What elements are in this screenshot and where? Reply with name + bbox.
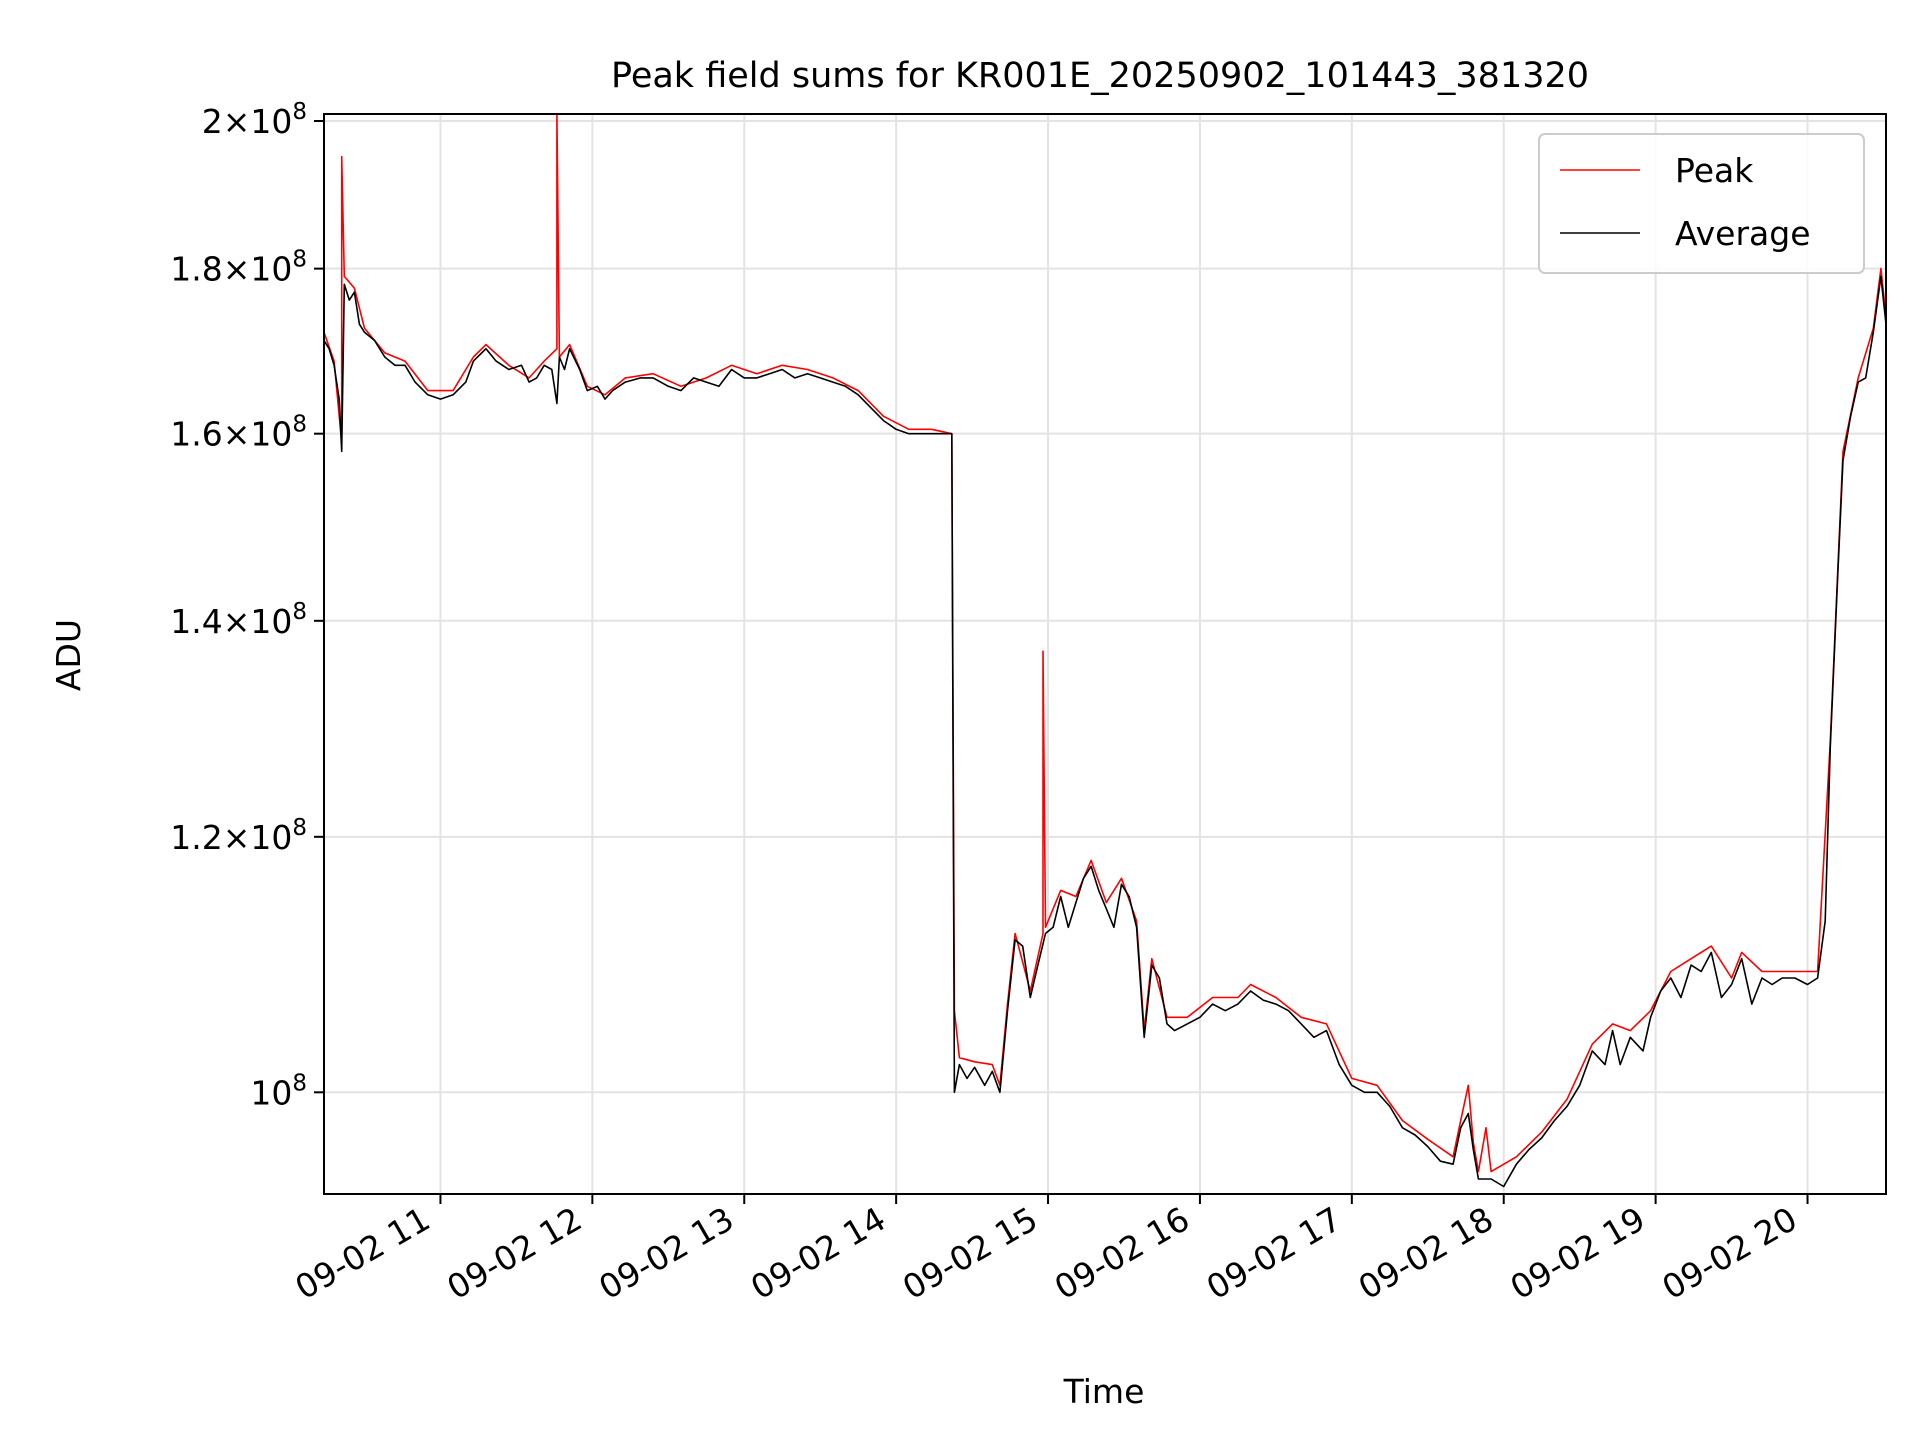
y-axis-label: ADU xyxy=(49,619,88,691)
plot-frame xyxy=(323,113,1887,1195)
legend-box xyxy=(1538,133,1865,274)
x-axis-label: Time xyxy=(1063,1372,1145,1411)
legend: Peak Average xyxy=(1538,133,1865,274)
chart-title: Peak field sums for KR001E_20250902_1014… xyxy=(611,56,1589,96)
y-tick-label: 1.6×108 xyxy=(170,412,307,454)
y-tick-label: 1.2×108 xyxy=(170,815,307,857)
y-tick-label: 108 xyxy=(250,1070,307,1112)
series-layer xyxy=(324,114,1886,1188)
y-axis: 108 1.2×108 1.4×108 1.6×108 1.8×108 2×108 xyxy=(170,99,324,1112)
series-line-average xyxy=(324,275,1886,1188)
series-line-peak xyxy=(324,114,1886,1173)
grid xyxy=(324,114,1886,1194)
y-tick-label: 2×108 xyxy=(202,99,307,141)
legend-label-average: Average xyxy=(1675,214,1811,253)
y-tick-label: 1.8×108 xyxy=(170,247,307,289)
y-tick-label: 1.4×108 xyxy=(170,599,307,641)
legend-label-peak: Peak xyxy=(1675,151,1754,190)
